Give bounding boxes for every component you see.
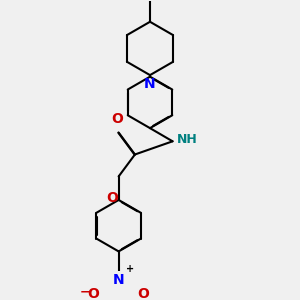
- Text: NH: NH: [177, 133, 198, 146]
- Text: O: O: [111, 112, 123, 126]
- Text: O: O: [137, 287, 149, 300]
- Text: N: N: [113, 273, 124, 287]
- Text: +: +: [125, 264, 134, 274]
- Text: N: N: [144, 77, 156, 91]
- Text: O: O: [106, 191, 118, 206]
- Text: −: −: [80, 285, 90, 298]
- Text: O: O: [88, 287, 100, 300]
